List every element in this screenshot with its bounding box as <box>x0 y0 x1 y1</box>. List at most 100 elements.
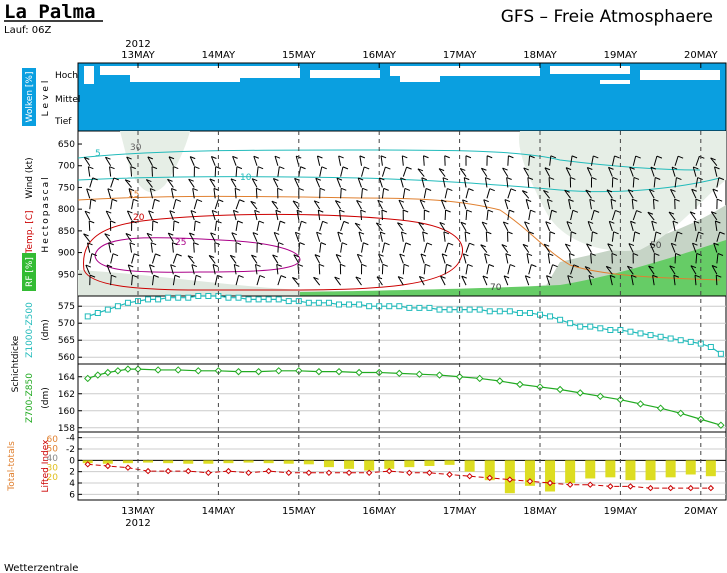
wind-barb-feather <box>208 255 215 258</box>
z1000-500-label: Z1000-Z500 <box>25 302 35 358</box>
series-point <box>717 350 724 357</box>
wind-barb <box>693 220 697 231</box>
wind-barb <box>338 155 342 166</box>
wind-barb <box>296 210 300 221</box>
wind-barb-feather <box>694 274 701 278</box>
series-point <box>616 395 625 404</box>
wind-barb-feather <box>319 187 326 191</box>
wind-barb <box>110 199 113 210</box>
wind-barb-feather <box>587 167 593 170</box>
cloud-gap <box>310 70 380 78</box>
wind-barb <box>317 210 321 221</box>
wind-barb <box>653 177 656 188</box>
y-tick-label: 560 <box>58 353 75 363</box>
wind-barb <box>340 188 342 199</box>
wind-barb <box>649 243 655 253</box>
wind-barb-feather <box>313 276 319 280</box>
wind-barb <box>126 156 133 166</box>
wind-barb-feather <box>257 166 264 170</box>
hpa-axis-label: Hectopascal <box>41 175 51 252</box>
lifted-index-bar <box>645 460 656 481</box>
wind-barb <box>187 255 195 264</box>
z700-850-unit: (dm) <box>41 387 51 409</box>
series-point <box>194 367 203 375</box>
wind-barb-feather <box>446 263 452 267</box>
wind-barb <box>590 231 593 242</box>
li-tick-label: -4 <box>66 434 75 444</box>
wind-barb-feather <box>401 231 407 235</box>
series-point <box>124 299 131 306</box>
wind-barb <box>399 253 404 264</box>
wind-barb <box>277 221 281 231</box>
wind-barb-feather <box>190 210 197 214</box>
wind-barb <box>590 253 592 264</box>
wind-barb <box>89 177 94 188</box>
series-point <box>104 306 111 313</box>
wind-barb <box>502 167 509 177</box>
wind-barb <box>567 275 572 286</box>
wind-barb-feather <box>189 232 195 236</box>
y-tick-label: 164 <box>58 373 75 383</box>
wind-barb-feather <box>150 188 156 192</box>
wind-barb-feather <box>589 198 595 202</box>
wind-barb-feather <box>338 155 344 159</box>
wind-barb <box>147 156 153 166</box>
lifted-index-bar <box>303 460 314 465</box>
wind-barb <box>505 253 509 264</box>
wind-barb-feather <box>649 242 656 246</box>
top-date-label: 15MAY <box>282 50 316 61</box>
series-point <box>366 303 373 310</box>
wind-barb-feather <box>612 176 618 180</box>
wind-barb <box>229 254 237 264</box>
wind-barb <box>611 210 616 221</box>
wind-barb <box>605 266 613 275</box>
wind-barb-feather <box>361 263 367 267</box>
series-point <box>707 344 714 350</box>
wind-barb-feather <box>715 220 721 224</box>
wind-barb <box>126 210 133 221</box>
wind-barb-feather <box>460 221 467 225</box>
wind-barb <box>527 177 530 188</box>
wind-barb-feather <box>216 220 222 224</box>
lifted-index-bar <box>665 460 676 478</box>
wind-barb-feather <box>632 198 638 202</box>
wind-barb-feather <box>523 167 529 171</box>
wind-barb-feather <box>376 222 382 226</box>
wind-barb <box>167 179 174 188</box>
wind-barb-feather <box>462 199 468 203</box>
wind-barb <box>418 222 425 232</box>
lifted-index-bar <box>705 460 716 477</box>
total-totals-point <box>466 472 473 480</box>
stability-frame <box>77 431 727 501</box>
wind-barb-feather <box>272 254 278 258</box>
wind-barb <box>524 221 530 232</box>
wind-barb-feather <box>280 275 287 279</box>
wind-barb <box>691 189 697 199</box>
series-point <box>205 293 212 299</box>
wind-barb-feather <box>129 242 136 246</box>
wind-barb-feather <box>379 177 385 181</box>
wind-barb-feather <box>403 263 410 267</box>
wind-barb-feather <box>608 166 614 170</box>
wind-barb <box>315 178 321 188</box>
wind-barb <box>503 275 509 286</box>
wind-barb <box>444 242 449 253</box>
wind-barb <box>461 275 467 286</box>
z700-850-gridlines <box>78 376 726 429</box>
wind-barb <box>544 167 551 177</box>
thickness-section-label: Schichtdicke <box>11 335 21 392</box>
bottom-date-label: 16MAY <box>362 506 396 517</box>
total-totals-label: Total-totals <box>7 441 17 492</box>
wind-barb <box>256 166 259 177</box>
wind-barb <box>692 243 697 253</box>
wind-barb <box>674 231 678 242</box>
wind-barb <box>438 168 446 177</box>
wind-barb-feather <box>420 253 427 257</box>
wind-barb <box>150 242 153 253</box>
cloud-gap <box>390 66 540 76</box>
wind-barb-feather <box>239 199 245 203</box>
wind-barb <box>504 199 509 210</box>
wind-barb-feather <box>565 167 572 171</box>
wind-barb-feather <box>425 263 431 267</box>
series-point <box>235 294 242 301</box>
